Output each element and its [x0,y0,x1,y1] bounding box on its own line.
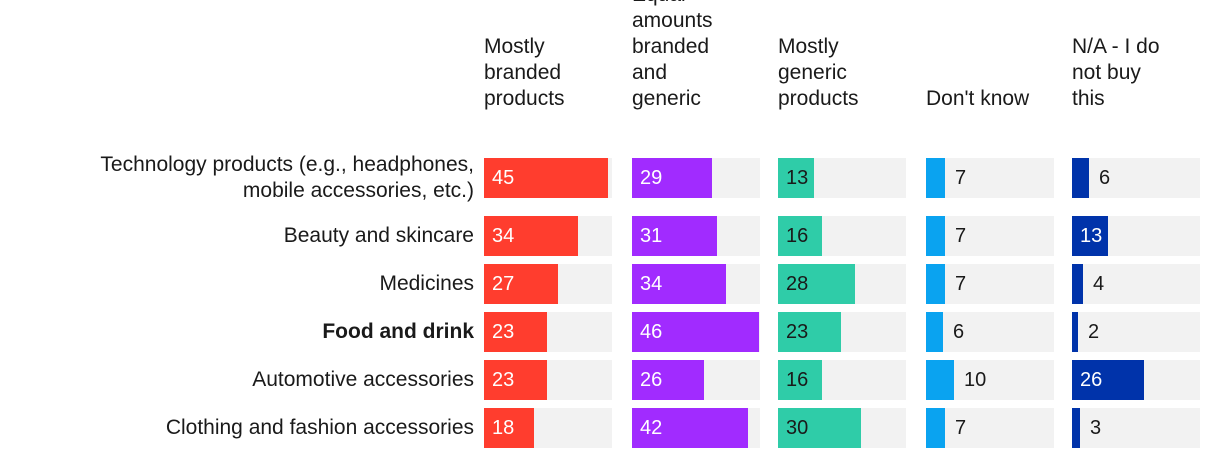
bar-4-2 [1072,264,1083,304]
bar-0-1 [484,216,578,256]
bar-0-3 [484,312,547,352]
bar-value-label: 16 [786,225,809,247]
bar-3-4 [926,360,954,400]
bar-value-label: 16 [786,369,809,391]
bar-4-4 [1072,360,1144,400]
bar-track [1072,158,1200,198]
bar-1-4 [632,360,704,400]
bar-1-3 [632,312,759,352]
bar-value-label: 28 [786,273,809,295]
bar-value-label: 23 [786,321,809,343]
bar-track [926,158,1054,198]
bar-4-1 [1072,216,1108,256]
bar-value-label: 46 [640,321,663,343]
bar-0-0 [484,158,608,198]
bar-2-0 [778,158,814,198]
column-header-0: Mostly branded products [484,35,565,110]
bar-0-4 [484,360,547,400]
column-header-3: Don't know [926,87,1030,110]
bar-track [1072,264,1200,304]
bar-value-label: 29 [640,167,663,189]
bar-value-label: 13 [1080,225,1103,247]
row-label-4: Automotive accessories [252,368,474,391]
row-label-2: Medicines [379,272,474,295]
bar-3-1 [926,216,945,256]
bar-1-0 [632,158,712,198]
row-label-3: Food and drink [322,320,474,343]
bar-track [926,264,1054,304]
row-label-1: Beauty and skincare [283,224,474,247]
bar-2-1 [778,216,822,256]
bar-value-label: 30 [786,417,809,439]
bar-value-label: 34 [640,273,663,295]
bar-value-label: 3 [1090,417,1102,439]
bar-value-label: 4 [1093,273,1105,295]
bar-2-2 [778,264,855,304]
row-label-0: Technology products (e.g., headphones, m… [100,153,474,202]
bar-value-label: 27 [492,273,515,295]
bar-0-5 [484,408,534,448]
column-header-1: Equal amounts branded and generic [632,0,713,110]
bar-4-5 [1072,408,1080,448]
bar-track [926,408,1054,448]
bar-2-5 [778,408,861,448]
bar-value-label: 26 [1080,369,1103,391]
bar-value-label: 18 [492,417,515,439]
row-label-5: Clothing and fashion accessories [165,416,474,439]
bar-value-label: 42 [640,417,663,439]
bar-value-label: 34 [492,225,515,247]
bar-value-label: 6 [1099,167,1111,189]
bar-3-5 [926,408,945,448]
bar-0-2 [484,264,558,304]
bar-value-label: 7 [955,167,967,189]
bar-track [1072,312,1200,352]
bar-value-label: 7 [955,417,967,439]
column-header-2: Mostly generic products [778,35,859,110]
bar-track [1072,408,1200,448]
bar-value-label: 31 [640,225,663,247]
bar-1-1 [632,216,717,256]
bar-1-5 [632,408,748,448]
bar-value-label: 26 [640,369,663,391]
bar-3-2 [926,264,945,304]
bar-2-3 [778,312,841,352]
bar-value-label: 2 [1088,321,1100,343]
bar-3-3 [926,312,943,352]
bar-value-label: 6 [953,321,965,343]
bar-value-label: 23 [492,321,515,343]
bar-2-4 [778,360,822,400]
bar-value-label: 7 [955,225,967,247]
bar-value-label: 13 [786,167,809,189]
bar-value-label: 45 [492,167,515,189]
column-header-4: N/A - I do not buy this [1072,35,1160,110]
bar-4-0 [1072,158,1089,198]
bar-value-label: 23 [492,369,515,391]
bar-3-0 [926,158,945,198]
bar-value-label: 10 [964,369,987,391]
bar-track [926,312,1054,352]
bar-value-label: 7 [955,273,967,295]
bar-4-3 [1072,312,1078,352]
bar-track [926,216,1054,256]
bar-1-2 [632,264,726,304]
